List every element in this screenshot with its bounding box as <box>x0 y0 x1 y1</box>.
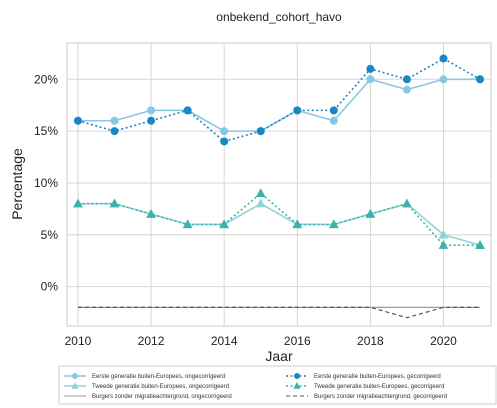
data-point <box>183 106 192 115</box>
data-point <box>256 127 265 136</box>
legend-item: Tweede generatie buiten-Europees, gecorr… <box>286 382 444 390</box>
legend-label: Eerste generatie buiten-Europees, ongeco… <box>92 374 225 380</box>
data-point <box>366 64 375 73</box>
data-point <box>109 198 120 208</box>
legend-swatch-marker <box>293 382 301 389</box>
grid-lines <box>67 43 491 326</box>
data-point <box>73 198 83 208</box>
legend-item: Burgers zonder migratieachtergrond, onge… <box>64 394 232 400</box>
data-point <box>402 75 411 84</box>
y-tick-label: 5% <box>41 228 59 242</box>
plot-area <box>66 42 492 327</box>
x-axis-label: Jaar <box>265 348 293 364</box>
series-line <box>77 57 481 143</box>
x-axis-tick-labels: 2010 2012 2014 2016 2018 2020 <box>65 334 458 348</box>
data-point <box>476 75 485 84</box>
data-point <box>110 127 119 136</box>
data-point <box>402 85 411 94</box>
data-point <box>146 208 156 218</box>
data-point <box>439 75 448 84</box>
data-point <box>439 54 448 63</box>
legend-swatch-marker <box>72 373 78 379</box>
data-point <box>328 219 339 229</box>
chart-title: onbekend_cohort_havo <box>216 10 342 24</box>
data-point <box>110 116 119 125</box>
data-point <box>438 229 449 239</box>
series-6 <box>77 306 481 319</box>
legend-swatch-marker <box>294 373 300 379</box>
series-2 <box>73 54 485 146</box>
legend-item: Eerste generatie buiten-Europees, gecorr… <box>286 373 441 380</box>
data-point <box>475 240 485 249</box>
series-group <box>73 54 485 319</box>
data-point <box>219 219 230 229</box>
data-point <box>182 219 193 229</box>
y-tick-label: 15% <box>34 124 58 138</box>
legend-item: Burgers zonder migratieachtergrond, geco… <box>286 394 447 400</box>
legend-label: Burgers zonder migratieachtergrond, onge… <box>92 394 232 400</box>
series-4 <box>73 188 485 249</box>
data-point <box>329 106 338 115</box>
legend-box <box>58 365 497 405</box>
data-point <box>147 116 156 125</box>
data-point <box>220 127 229 136</box>
x-tick-label: 2012 <box>138 334 165 348</box>
data-point <box>438 240 449 249</box>
legend-item: Tweede generatie buiten-Europees, ongeco… <box>64 382 229 390</box>
legend-swatch-marker <box>71 382 79 389</box>
data-point <box>366 75 375 84</box>
legend-label: Tweede generatie buiten-Europees, gecorr… <box>314 384 444 390</box>
x-tick-label: 2014 <box>211 334 238 348</box>
legend-label: Eerste generatie buiten-Europees, gecorr… <box>314 374 441 380</box>
data-point <box>293 106 302 115</box>
legend: Eerste generatie buiten-Europees, ongeco… <box>58 365 497 405</box>
x-tick-label: 2010 <box>65 334 92 348</box>
legend-item: Eerste generatie buiten-Europees, ongeco… <box>64 373 225 380</box>
legend-label: Tweede generatie buiten-Europees, ongeco… <box>92 384 229 390</box>
data-point <box>220 137 229 146</box>
data-point <box>329 116 338 125</box>
y-axis-tick-labels: 0% 5% 10% 15% 20% <box>34 72 58 293</box>
x-tick-label: 2016 <box>284 334 311 348</box>
legend-label: Burgers zonder migratieachtergrond, geco… <box>314 394 447 400</box>
y-tick-label: 20% <box>34 72 58 86</box>
y-axis-label: Percentage <box>9 148 25 220</box>
series-line <box>77 192 481 246</box>
data-point <box>255 198 266 208</box>
data-point <box>292 219 303 229</box>
data-point <box>402 198 412 208</box>
data-point <box>73 116 82 125</box>
data-point <box>255 188 266 198</box>
x-tick-label: 2018 <box>357 334 384 348</box>
data-point <box>365 208 376 218</box>
data-point <box>147 106 156 115</box>
x-tick-label: 2020 <box>430 334 457 348</box>
y-tick-label: 10% <box>34 176 58 190</box>
y-tick-label: 0% <box>41 280 59 294</box>
series-line <box>77 306 481 319</box>
